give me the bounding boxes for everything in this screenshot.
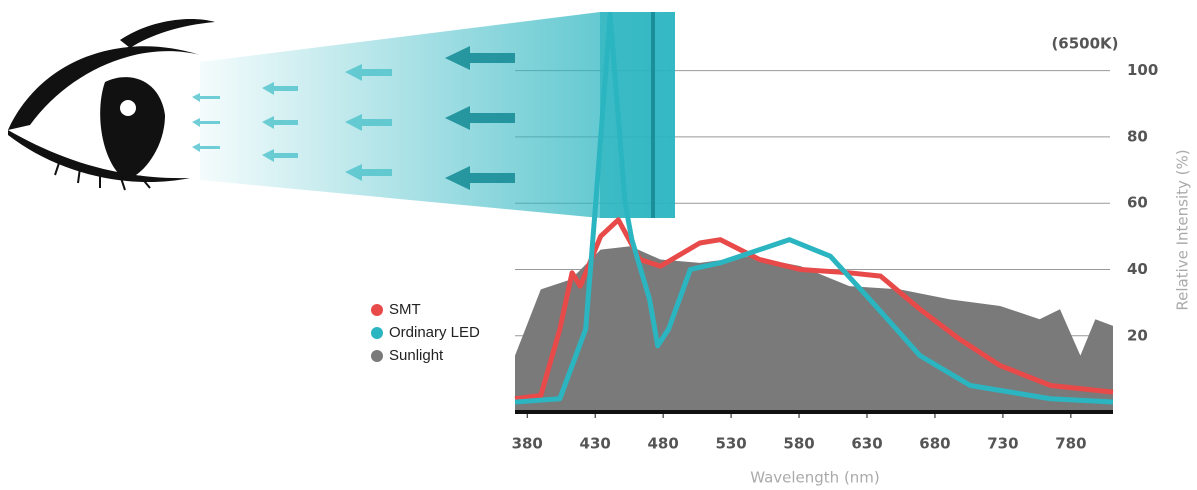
x-tick-label: 680: [919, 435, 950, 453]
legend-label: Ordinary LED: [389, 324, 480, 341]
series-line: [514, 217, 1114, 402]
eye: [8, 19, 215, 191]
light-beam: [192, 12, 675, 218]
y-axis-label: Relative Intensity (%): [1174, 149, 1192, 310]
x-tick-label: 630: [851, 435, 882, 453]
y-tick-label: 80: [1127, 127, 1148, 145]
y-tick-label: 40: [1127, 260, 1148, 278]
legend-swatch: [371, 327, 383, 339]
x-tick-label: 430: [580, 435, 611, 453]
legend-label: SMT: [389, 301, 421, 318]
x-tick-label: 530: [715, 435, 746, 453]
x-tick-label: 480: [647, 435, 678, 453]
legend-swatch: [371, 350, 383, 362]
series-line: [514, 11, 1114, 405]
x-tick-label: 780: [1055, 435, 1086, 453]
x-tick-label: 580: [783, 435, 814, 453]
y-tick-label: 60: [1127, 194, 1148, 212]
x-tick-label: 730: [987, 435, 1018, 453]
legend-swatch: [371, 304, 383, 316]
area: [515, 246, 1113, 412]
y-tick-label: 20: [1127, 326, 1148, 344]
y-tick-label: 100: [1127, 61, 1158, 79]
annotation: (6500K): [1051, 35, 1118, 53]
x-axis-label: Wavelength (nm): [750, 469, 880, 487]
x-tick-label: 380: [512, 435, 543, 453]
legend-label: Sunlight: [389, 347, 444, 364]
